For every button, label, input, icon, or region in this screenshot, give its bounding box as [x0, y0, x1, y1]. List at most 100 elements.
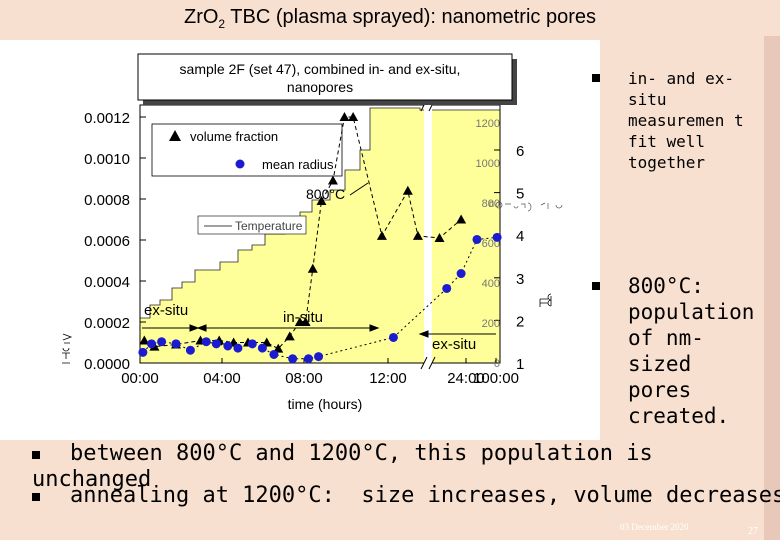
y-right-tick-label: 5 [516, 186, 524, 203]
x-tick-label: 00:00 [121, 370, 159, 387]
mean-radius-point [257, 343, 267, 353]
x-tick-label: 100:00 [473, 370, 519, 387]
temp-tick-label: 1200 [476, 118, 500, 130]
mean-radius-point [147, 339, 157, 349]
legend-triangle-icon [169, 130, 181, 141]
bullet-square-icon [592, 282, 600, 290]
chart-title-line2: nanopores [287, 79, 353, 95]
axis-break-bottom [420, 356, 436, 370]
mean-radius-point [171, 339, 181, 349]
bullet-square-icon [592, 74, 600, 82]
slide-edge-shadow [764, 36, 780, 540]
title-rest: TBC (plasma sprayed): nanometric pores [225, 6, 596, 28]
annotation-arrows [142, 324, 496, 338]
y-right-tick-label: 3 [516, 271, 524, 288]
mean-radius-point [157, 337, 167, 347]
y-left-tick-label: 0.0010 [84, 151, 130, 168]
temp-axis-label-glyphs [489, 201, 563, 212]
bullet-square-icon [32, 493, 40, 501]
title-subscript: 2 [218, 17, 226, 31]
mean-radius-point [456, 269, 466, 279]
mean-radius-point [442, 283, 452, 293]
bullet-item-fit: in- and ex-situ measuremen t fit well to… [592, 68, 750, 173]
y-left-tick-label: 0.0006 [84, 233, 130, 250]
temp-tick-label: 800 [482, 198, 500, 210]
mean-radius-point [211, 339, 221, 349]
bullet-text: between 800°C and 1200°C, this populatio… [32, 441, 653, 492]
bullet-item-annealing: annealing at 1200°C: size increases, vol… [32, 483, 780, 509]
y-right-tick-label: 1 [516, 356, 524, 373]
left-axis-label-glyphs [62, 333, 73, 364]
chart-title-box [137, 53, 513, 101]
mean-radius-point [303, 354, 313, 364]
temp-tick-label: 0 [494, 358, 500, 370]
mean-radius-point [138, 347, 148, 357]
bullet-text: in- and ex-situ measuremen t fit well to… [628, 69, 744, 172]
legend-circle-icon [235, 159, 245, 169]
temp-legend-box [197, 215, 307, 235]
y-left-tick-label: 0.0004 [84, 274, 130, 291]
mean-radius-point [472, 234, 482, 244]
temp-tick-label: 200 [482, 318, 500, 330]
y-left-tick-label: 0.0008 [84, 192, 130, 209]
right-axis-label-glyphs [539, 293, 552, 307]
x-tick-label: 04:00 [203, 370, 241, 387]
x-tick-label: 08:00 [285, 370, 323, 387]
annotation-ex-situ-left: ex-situ [144, 302, 188, 319]
annotation-800c-arrow [349, 182, 369, 196]
volume-fraction-point [139, 335, 150, 345]
bullet-item-unchanged: between 800°C and 1200°C, this populatio… [32, 441, 780, 493]
y-right-tick-label: 4 [516, 228, 524, 245]
mean-radius-point [185, 345, 195, 355]
legend-box [151, 123, 343, 177]
mean-radius-point [201, 337, 211, 347]
marks [138, 112, 502, 364]
volume-fraction-point [339, 112, 350, 121]
volume-fraction-line [144, 116, 462, 350]
volume-fraction-point [348, 112, 359, 121]
volume-fraction-point [284, 331, 295, 341]
y-left-tick-label: 0.0000 [84, 356, 130, 373]
x-axis-label: time (hours) [288, 396, 363, 412]
volume-fraction-point [327, 175, 338, 185]
bullet-text: 800°C: population of nm-sized pores crea… [628, 274, 755, 428]
title-main: ZrO [183, 6, 219, 28]
temp-legend-label: Temperature [235, 219, 303, 233]
chart: sample 2F (set 47), combined in- and ex-… [0, 40, 600, 440]
volume-fraction-point [402, 185, 413, 195]
footer-date: 03 December 2020 [620, 522, 689, 532]
legend-volume-fraction: volume fraction [190, 129, 278, 144]
chart-title-line1: sample 2F (set 47), combined in- and ex-… [180, 61, 461, 77]
temp-tick-label: 1000 [476, 158, 500, 170]
bullet-square-icon [32, 451, 40, 459]
y-right-tick-label: 6 [516, 143, 524, 160]
page-number: 27 [748, 526, 758, 537]
mean-radius-point [314, 352, 324, 362]
volume-fraction-point [376, 230, 387, 240]
volume-fraction-point [300, 317, 311, 326]
mean-radius-point [388, 332, 398, 342]
mean-radius-point [269, 349, 279, 359]
axes: 0.0000 0.0002 0.0004 0.0006 0.0008 0.0010 0.00… [84, 110, 524, 387]
x-tick-label: 12:00 [369, 370, 407, 387]
volume-fraction-point [456, 214, 467, 224]
y-left-tick-label: 0.0012 [84, 110, 130, 127]
mean-radius-point [492, 232, 502, 242]
right-axis-gap [424, 103, 432, 365]
mean-radius-line [142, 236, 498, 360]
mean-radius-point [288, 354, 298, 364]
temp-tick-label: 400 [482, 278, 500, 290]
legend-mean-radius: mean radius [262, 157, 334, 172]
mean-radius-point [223, 341, 233, 351]
bullet-item-800c: 800°C: population of nm-sized pores crea… [592, 273, 755, 429]
volume-fraction-point [307, 263, 318, 273]
volume-fraction-point [412, 230, 423, 240]
y-right-tick-label: 2 [516, 313, 524, 330]
volume-fraction-point [434, 232, 445, 242]
slide-title: ZrO2 TBC (plasma sprayed): nanometric po… [0, 6, 780, 31]
mean-radius-point [247, 339, 257, 349]
bullet-text: annealing at 1200°C: size increases, vol… [70, 483, 780, 508]
y-left-tick-label: 0.0002 [84, 315, 130, 332]
annotation-ex-situ-right: ex-situ [432, 336, 476, 353]
volume-fraction-point [316, 196, 327, 206]
